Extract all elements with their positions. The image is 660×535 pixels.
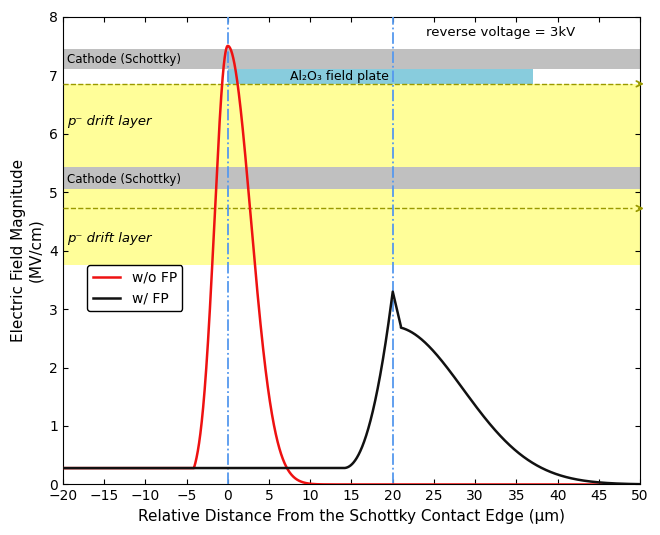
w/o FP — [636, 482, 644, 488]
X-axis label: Relative Distance From the Schottky Contact Edge (μm): Relative Distance From the Schottky Cont… — [138, 509, 565, 524]
w/o FP — [164, 465, 172, 471]
w/o FP — [280, 457, 288, 464]
w/ FP — [164, 465, 172, 471]
Text: p⁻ drift layer: p⁻ drift layer — [67, 116, 151, 128]
Bar — [228, 69, 533, 84]
Text: Al₂O₃ field plate: Al₂O₃ field plate — [290, 70, 389, 83]
Text: p⁻ drift layer: p⁻ drift layer — [67, 232, 151, 246]
w/ FP — [636, 481, 644, 487]
Line: w/o FP: w/o FP — [63, 46, 640, 485]
Text: Cathode (Schottky): Cathode (Schottky) — [67, 54, 181, 66]
Line: w/ FP: w/ FP — [63, 292, 640, 484]
w/ FP — [389, 288, 397, 295]
w/o FP — [224, 43, 232, 49]
w/ FP — [534, 463, 542, 469]
w/o FP — [405, 482, 413, 488]
w/o FP — [490, 482, 498, 488]
Legend: w/o FP, w/ FP: w/o FP, w/ FP — [87, 265, 182, 311]
w/o FP — [59, 465, 67, 471]
w/o FP — [434, 482, 442, 488]
Text: reverse voltage = 3kV: reverse voltage = 3kV — [426, 27, 575, 40]
w/ FP — [279, 465, 287, 471]
w/ FP — [59, 465, 67, 471]
w/o FP — [534, 482, 542, 488]
w/ FP — [490, 425, 498, 432]
Text: Cathode (Schottky): Cathode (Schottky) — [67, 173, 181, 186]
w/ FP — [434, 354, 442, 360]
Y-axis label: Electric Field Magnitude
(MV/cm): Electric Field Magnitude (MV/cm) — [11, 159, 44, 342]
w/ FP — [405, 327, 413, 334]
